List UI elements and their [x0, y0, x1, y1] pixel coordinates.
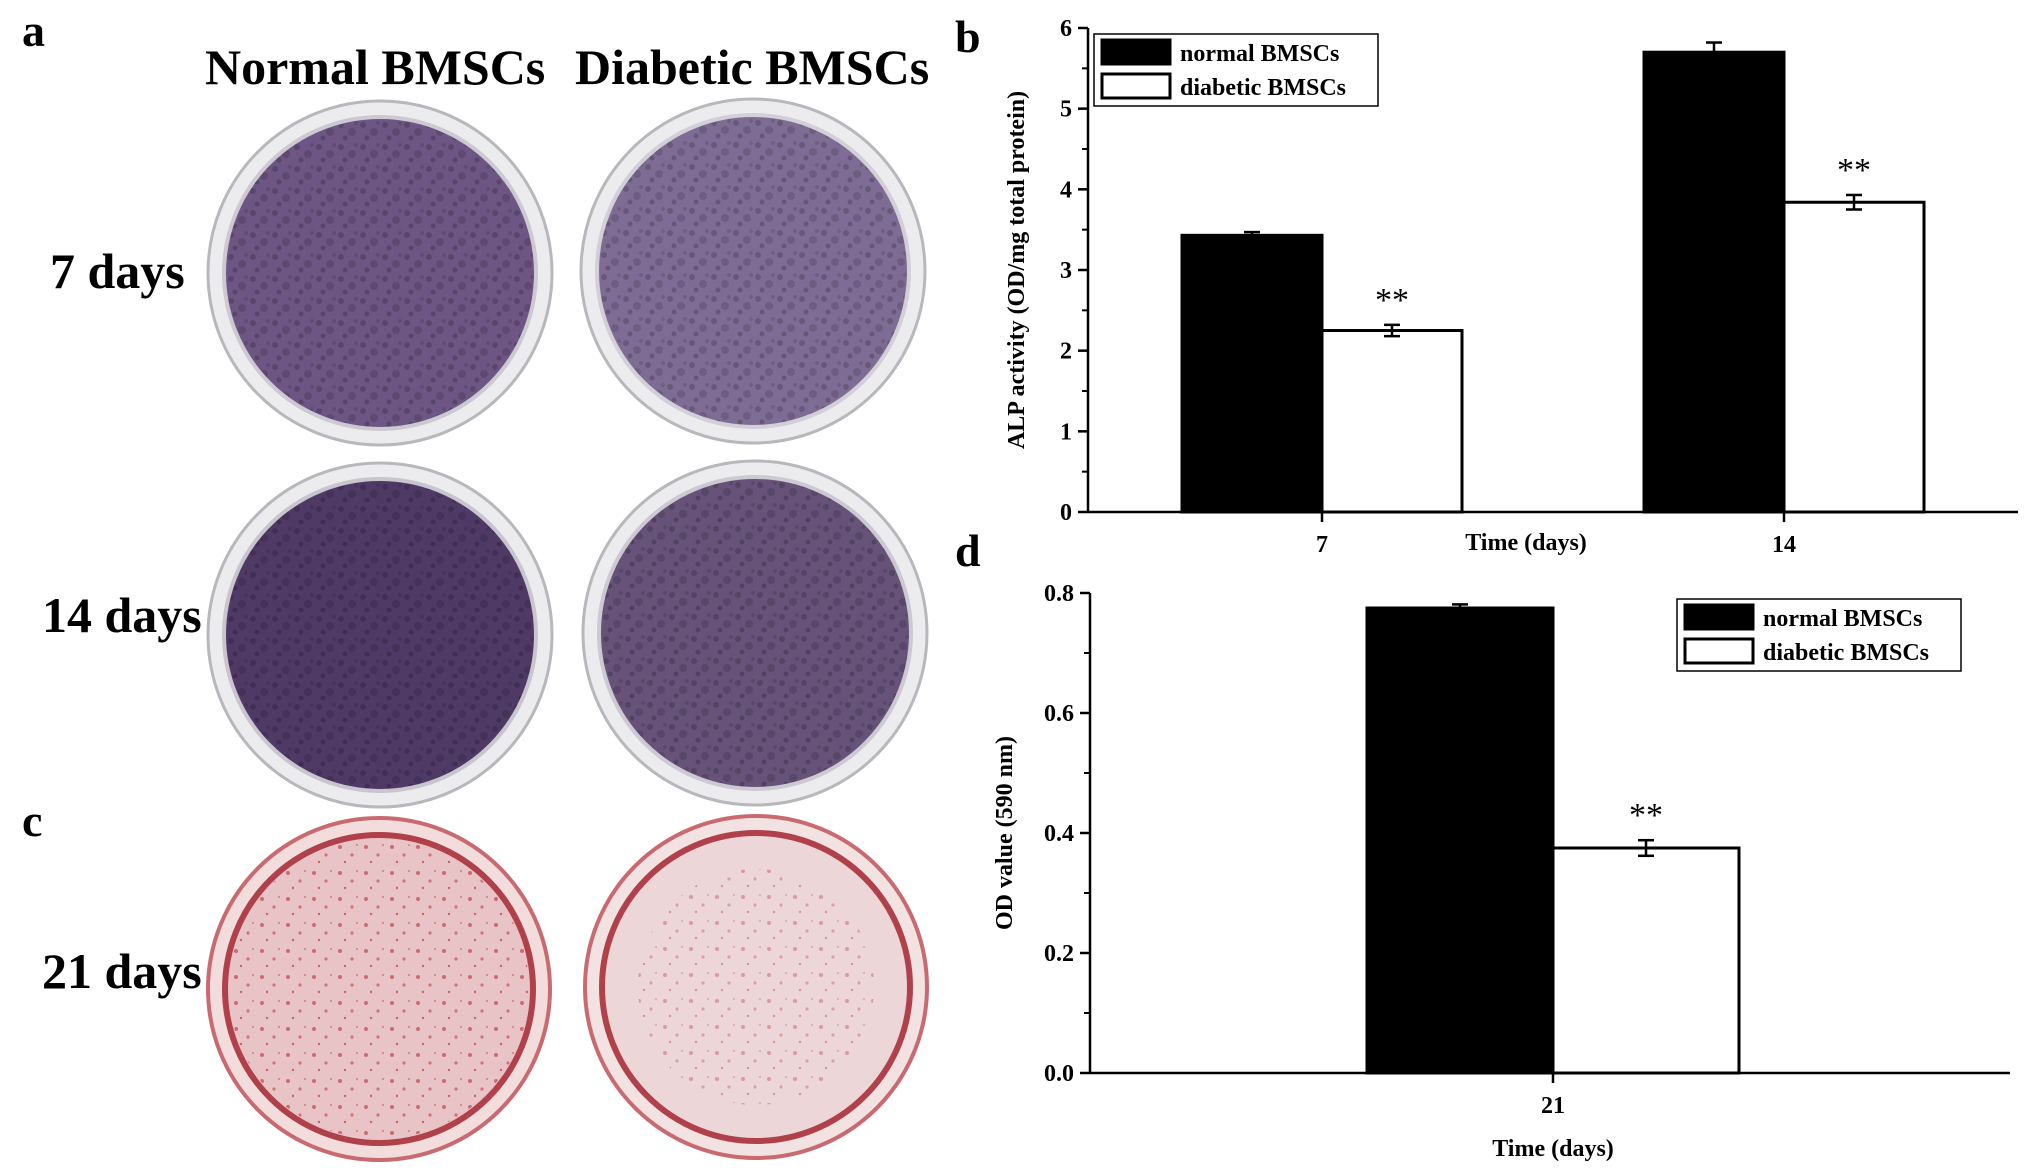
od-value-chart: 0.0 0.2 0.4 0.6 0.8 21 ** Time (days) OD value (… [992, 581, 2010, 1162]
dish-diabetic-7-days [579, 97, 927, 445]
chart-d-bar [1551, 846, 1741, 1075]
panel-letter-b: b [955, 11, 981, 62]
chart-d-y-tick-label: 0.4 [1044, 821, 1074, 847]
chart-d-x-tick-label: 21 [1541, 1093, 1565, 1119]
chart-b-x-tick-label: 7 [1316, 532, 1328, 558]
chart-b-y-tick-label: 3 [1060, 258, 1072, 284]
panel-letter-c: c [22, 795, 43, 846]
chart-b-bar [1320, 329, 1464, 514]
panel-letter-a: a [22, 5, 45, 56]
dish-normal-14-days [206, 461, 554, 809]
chart-b-y-tick-label: 1 [1060, 419, 1072, 445]
chart-d-legend-swatch [1683, 637, 1755, 665]
chart-b-legend-label: normal BMSCs [1180, 41, 1339, 67]
chart-b-y-tick-label: 6 [1060, 16, 1072, 42]
chart-b-bar [1782, 200, 1926, 514]
chart-d-legend-label: diabetic BMSCs [1763, 640, 1929, 666]
chart-d-y-axis-title: OD value (590 nm) [992, 736, 1018, 930]
dish-normal-21-days [206, 816, 552, 1162]
chart-b-bar [1180, 233, 1324, 514]
row-label-7-days: 7 days [50, 243, 185, 299]
chart-b-y-tick-label: 2 [1060, 339, 1072, 365]
alp-activity-chart: 0 1 2 3 4 5 6 7 ** 14 ** Time (days) ALP activity (O… [1004, 16, 2018, 558]
chart-b-y-tick-label: 5 [1060, 97, 1072, 123]
dish-normal-7-days [206, 99, 554, 447]
row-label-14-days: 14 days [42, 587, 202, 643]
chart-d-legend-swatch [1683, 603, 1755, 631]
chart-b-y-axis-title: ALP activity (OD/mg total protein) [1004, 91, 1030, 449]
chart-b-bar [1642, 50, 1786, 514]
chart-d-y-tick-label: 0.6 [1044, 701, 1074, 727]
panel-letter-d: d [955, 525, 981, 576]
chart-b-significance-marker: ** [1375, 282, 1409, 319]
dish-diabetic-21-days [583, 814, 929, 1160]
chart-d-bar [1365, 606, 1555, 1075]
dish-diabetic-14-days [581, 459, 929, 807]
chart-b-significance-marker: ** [1837, 152, 1871, 189]
chart-b-legend-label: diabetic BMSCs [1180, 75, 1346, 101]
chart-b-legend-swatch [1100, 72, 1172, 100]
chart-d-x-axis-title: Time (days) [1492, 1136, 1614, 1162]
chart-d-y-tick-label: 0.8 [1044, 581, 1074, 607]
chart-b-x-tick-label: 14 [1772, 532, 1796, 558]
chart-d-y-tick-label: 0.2 [1044, 941, 1074, 967]
chart-b-x-axis-title: Time (days) [1465, 530, 1587, 556]
column-header-normal: Normal BMSCs [205, 39, 546, 95]
chart-b-y-tick-label: 0 [1060, 500, 1072, 526]
chart-b-legend-swatch [1100, 38, 1172, 66]
column-header-diabetic: Diabetic BMSCs [575, 39, 930, 95]
row-label-21-days: 21 days [42, 943, 202, 999]
chart-b-y-tick-label: 4 [1060, 177, 1072, 203]
chart-d-significance-marker: ** [1629, 797, 1663, 834]
chart-d-y-tick-label: 0.0 [1044, 1061, 1074, 1087]
chart-d-legend-label: normal BMSCs [1763, 606, 1922, 632]
